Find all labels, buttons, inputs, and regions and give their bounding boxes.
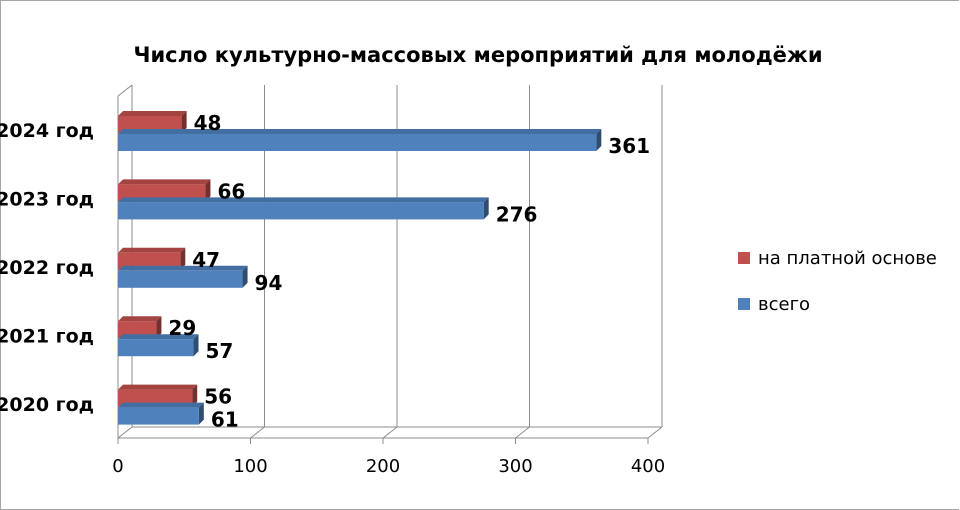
x-tick-label: 100 <box>233 456 267 477</box>
bar-total-top <box>118 334 199 340</box>
category-label: 2020 год <box>0 394 94 416</box>
bar-total-top <box>118 402 204 408</box>
chart-title: Число культурно-массовых мероприятий для… <box>133 43 822 67</box>
bar-total-front <box>118 134 597 151</box>
wall-edge <box>117 84 133 97</box>
data-label-paid: 48 <box>194 111 222 135</box>
bar-paid-side <box>180 247 186 270</box>
bar-paid <box>118 247 186 270</box>
data-label-total: 57 <box>206 339 234 363</box>
bar-paid-front <box>118 116 182 133</box>
bar-paid-front <box>118 389 193 407</box>
x-tick-label: 400 <box>631 456 665 477</box>
floor-gridline <box>647 426 663 439</box>
plot-area: 0 100 200 300 400 2024 год 48 361 2023 год 66 276 2… <box>0 84 665 477</box>
category-label: 2023 год <box>0 189 94 211</box>
bar-total-top <box>118 129 602 134</box>
data-label-paid: 29 <box>168 316 196 340</box>
bar-total-front <box>118 407 199 425</box>
bar-total <box>118 265 248 288</box>
data-label-total: 276 <box>496 202 538 226</box>
floor-gridline <box>117 426 133 439</box>
bar-paid-top <box>118 111 187 116</box>
bar-total <box>118 197 489 220</box>
bar-paid-side <box>156 316 162 339</box>
category-label: 2021 год <box>0 325 94 347</box>
floor-gridline <box>382 426 398 439</box>
x-tick-label: 300 <box>498 456 532 477</box>
category-label: 2024 год <box>0 120 94 142</box>
legend-label: на платной основе <box>758 248 937 269</box>
data-label-paid: 66 <box>217 179 245 203</box>
bar-total-front <box>118 270 243 288</box>
bar-paid <box>118 316 162 339</box>
bar-total <box>118 129 602 151</box>
bar-total-side <box>242 265 248 288</box>
bar-paid-top <box>118 316 162 322</box>
bar-paid-side <box>192 384 198 407</box>
legend-label: всего <box>758 294 810 315</box>
bar-paid-front <box>118 184 206 202</box>
legend-swatch <box>738 252 750 264</box>
bar-total-side <box>596 129 602 151</box>
bar-paid-top <box>118 247 186 253</box>
bar-total-side <box>198 402 204 425</box>
x-tick-label: 0 <box>112 456 123 477</box>
floor-gridline <box>250 426 265 439</box>
data-label-paid: 47 <box>192 248 220 272</box>
bar-total-front <box>118 339 194 357</box>
bar-total-side <box>483 197 489 220</box>
bar-paid <box>118 111 187 133</box>
data-label-total: 361 <box>608 134 650 158</box>
bar-total <box>118 334 199 357</box>
bar-paid-top <box>118 179 211 185</box>
bar-paid-top <box>118 384 198 390</box>
bar-paid-front <box>118 321 157 339</box>
category-label: 2022 год <box>0 257 94 279</box>
data-label-paid: 56 <box>204 385 232 409</box>
bar-paid-side <box>181 111 187 133</box>
bar-total-side <box>193 334 199 357</box>
bar-paid-side <box>205 179 211 202</box>
bar-paid <box>118 384 198 407</box>
legend: на платной основе всего <box>738 248 937 315</box>
bar-total-top <box>118 197 489 203</box>
data-label-total: 61 <box>211 408 239 432</box>
bar-paid-front <box>118 252 181 270</box>
legend-swatch <box>738 298 750 310</box>
bar-total <box>118 402 204 425</box>
floor-gridline <box>515 426 530 439</box>
bar-total-front <box>118 202 484 220</box>
bar-paid <box>118 179 211 202</box>
bar-total-top <box>118 265 248 271</box>
data-label-total: 94 <box>255 271 283 295</box>
x-tick-label: 200 <box>366 456 400 477</box>
